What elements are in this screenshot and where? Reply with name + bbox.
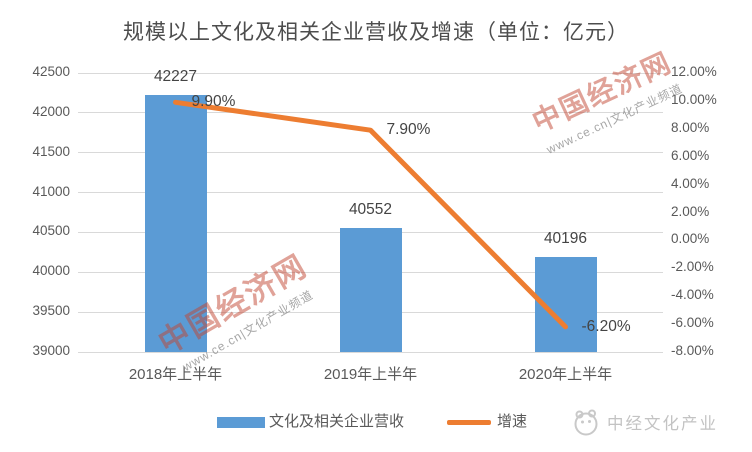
left-axis-tick-label: 39500 xyxy=(32,303,70,319)
right-axis-tick-label: -8.00% xyxy=(671,343,714,358)
plot-area: 42227 40552 40196 9.90% 7.90% -6.20% xyxy=(78,68,663,353)
left-axis-tick-label: 41500 xyxy=(32,143,70,159)
right-axis-tick-label: -6.00% xyxy=(671,315,714,331)
x-axis-label: 2020年上半年 xyxy=(518,366,613,383)
growth-line xyxy=(173,99,568,330)
right-axis-tick-label: -4.00% xyxy=(671,287,714,303)
right-axis-tick-label: 8.00% xyxy=(671,119,710,135)
left-axis-tick-label: 39000 xyxy=(32,343,70,358)
chart-title: 规模以上文化及相关企业营收及增速（单位：亿元） xyxy=(123,20,629,44)
right-axis-tick-label: -2.00% xyxy=(671,259,714,275)
left-axis-tick-label: 42500 xyxy=(32,64,70,79)
left-axis-tick-label: 40000 xyxy=(32,263,70,279)
left-axis-tick-label: 41000 xyxy=(32,183,70,199)
x-axis-label: 2018年上半年 xyxy=(128,366,223,383)
legend-bar-swatch xyxy=(217,417,265,428)
left-axis-tick-label: 40500 xyxy=(32,223,70,239)
legend-bar-label: 文化及相关企业营收 xyxy=(269,413,405,430)
right-axis-tick-label: 10.00% xyxy=(671,91,717,107)
gridline xyxy=(78,152,663,154)
legend-line-label: 增速 xyxy=(497,413,528,430)
growth-value-label: -6.20% xyxy=(581,317,631,335)
gridline xyxy=(78,192,663,194)
right-axis-tick-label: 4.00% xyxy=(671,175,710,191)
gridline xyxy=(78,112,663,114)
legend-line-swatch xyxy=(447,420,491,425)
logo-text: 中经文化产业 xyxy=(607,415,718,433)
x-axis-label: 2019年上半年 xyxy=(323,366,418,383)
right-axis-tick-label: 6.00% xyxy=(671,147,710,163)
bar-value-label: 40552 xyxy=(348,201,393,219)
right-axis-tick-label: 0.00% xyxy=(671,231,710,247)
left-axis-tick-label: 42000 xyxy=(32,103,70,119)
bar-value-label: 42227 xyxy=(153,67,198,85)
bar-2019年上半年 xyxy=(339,228,402,352)
panda-logo-icon xyxy=(572,408,600,443)
gridline xyxy=(78,351,663,353)
bar-2018年上半年 xyxy=(144,94,207,352)
right-axis-tick-label: 12.00% xyxy=(671,64,717,79)
growth-value-label: 9.90% xyxy=(191,93,236,111)
bar-value-label: 40196 xyxy=(543,229,588,247)
gridline xyxy=(78,72,663,74)
growth-value-label: 7.90% xyxy=(386,121,431,139)
legend: 文化及相关企业营收 增速 中经文化产业 xyxy=(0,404,752,446)
right-axis-tick-label: 2.00% xyxy=(671,203,710,219)
